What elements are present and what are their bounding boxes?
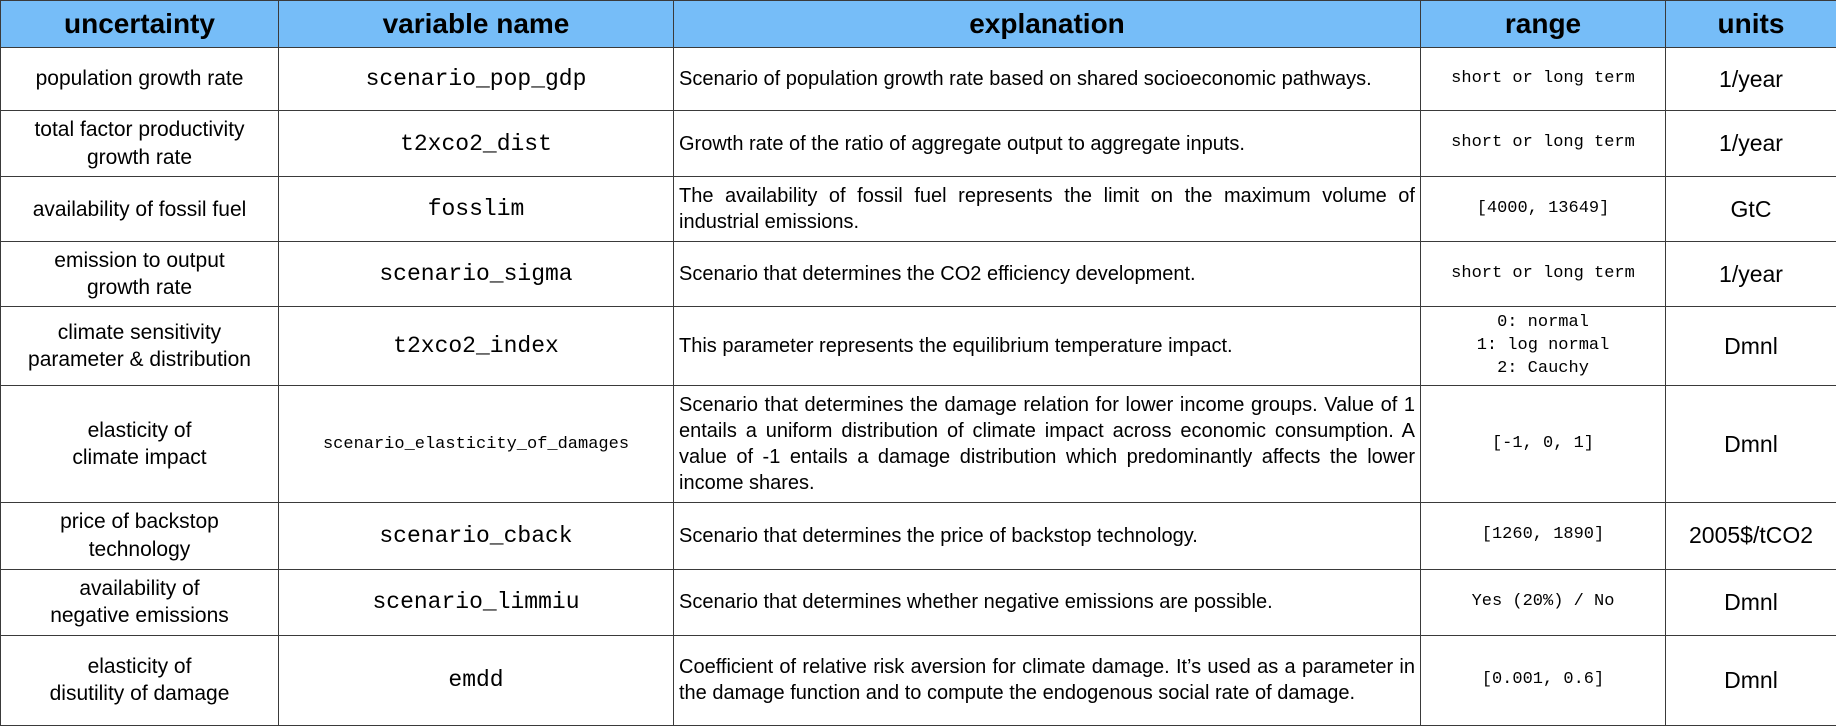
units-cell: Dmnl (1665, 306, 1836, 387)
table-row: climate sensitivity parameter & distribu… (0, 306, 1836, 387)
explanation-cell: Scenario that determines the damage rela… (673, 385, 1421, 503)
explanation-cell: The availability of fossil fuel represen… (673, 176, 1421, 243)
uncertainty-cell: elasticity of disutility of damage (0, 634, 279, 727)
units-cell: 1/year (1665, 241, 1836, 308)
header-row: uncertainty variable name explanation ra… (0, 0, 1836, 48)
range-cell: [4000, 13649] (1420, 176, 1666, 243)
table-row: price of backstop technology scenario_cb… (0, 501, 1836, 570)
variable-name-cell: scenario_elasticity_of_damages (278, 385, 674, 503)
variable-name-cell: scenario_sigma (278, 241, 674, 308)
table-row: availability of negative emissions scena… (0, 568, 1836, 636)
range-cell: short or long term (1420, 110, 1666, 178)
header-range: range (1420, 0, 1666, 48)
uncertainty-cell: elasticity of climate impact (0, 385, 279, 503)
table-row: availability of fossil fuel fosslim The … (0, 176, 1836, 243)
explanation-cell: Scenario that determines whether negativ… (673, 568, 1421, 636)
units-cell: Dmnl (1665, 634, 1836, 727)
units-cell: 2005$/tCO2 (1665, 501, 1836, 570)
explanation-cell: Scenario of population growth rate based… (673, 46, 1421, 112)
uncertainty-cell: availability of fossil fuel (0, 176, 279, 243)
explanation-cell: Scenario that determines the price of ba… (673, 501, 1421, 570)
units-cell: 1/year (1665, 110, 1836, 178)
table-row: total factor productivity growth rate t2… (0, 110, 1836, 178)
variable-name-cell: fosslim (278, 176, 674, 243)
variable-name-cell: t2xco2_dist (278, 110, 674, 178)
uncertainty-cell: population growth rate (0, 46, 279, 112)
explanation-cell: This parameter represents the equilibriu… (673, 306, 1421, 387)
range-cell: Yes (20%) / No (1420, 568, 1666, 636)
units-cell: 1/year (1665, 46, 1836, 112)
header-uncertainty: uncertainty (0, 0, 279, 48)
explanation-cell: Scenario that determines the CO2 efficie… (673, 241, 1421, 308)
table-row: elasticity of climate impact scenario_el… (0, 385, 1836, 503)
range-cell: short or long term (1420, 241, 1666, 308)
header-units: units (1665, 0, 1836, 48)
variable-name-cell: scenario_pop_gdp (278, 46, 674, 112)
uncertainty-cell: price of backstop technology (0, 501, 279, 570)
uncertainty-cell: emission to output growth rate (0, 241, 279, 308)
range-cell: short or long term (1420, 46, 1666, 112)
range-cell: 0: normal 1: log normal 2: Cauchy (1420, 306, 1666, 387)
table-body: population growth rate scenario_pop_gdp … (0, 46, 1836, 727)
range-cell: [1260, 1890] (1420, 501, 1666, 570)
units-cell: Dmnl (1665, 385, 1836, 503)
units-cell: GtC (1665, 176, 1836, 243)
variable-name-cell: t2xco2_index (278, 306, 674, 387)
variable-name-cell: scenario_limmiu (278, 568, 674, 636)
range-cell: [-1, 0, 1] (1420, 385, 1666, 503)
explanation-cell: Growth rate of the ratio of aggregate ou… (673, 110, 1421, 178)
header-explanation: explanation (673, 0, 1421, 48)
range-cell: [0.001, 0.6] (1420, 634, 1666, 727)
uncertainty-cell: total factor productivity growth rate (0, 110, 279, 178)
table-row: population growth rate scenario_pop_gdp … (0, 46, 1836, 112)
explanation-cell: Coefficient of relative risk aversion fo… (673, 634, 1421, 727)
uncertainty-cell: availability of negative emissions (0, 568, 279, 636)
table-header: uncertainty variable name explanation ra… (0, 0, 1836, 48)
units-cell: Dmnl (1665, 568, 1836, 636)
uncertainty-cell: climate sensitivity parameter & distribu… (0, 306, 279, 387)
table-row: emission to output growth rate scenario_… (0, 241, 1836, 308)
header-variable-name: variable name (278, 0, 674, 48)
variable-name-cell: scenario_cback (278, 501, 674, 570)
variable-name-cell: emdd (278, 634, 674, 727)
table-row: elasticity of disutility of damage emdd … (0, 634, 1836, 727)
